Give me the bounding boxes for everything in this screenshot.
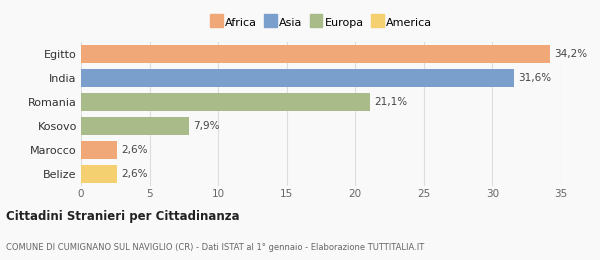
Text: Cittadini Stranieri per Cittadinanza: Cittadini Stranieri per Cittadinanza	[6, 210, 239, 223]
Text: 7,9%: 7,9%	[193, 121, 220, 131]
Text: 21,1%: 21,1%	[374, 97, 407, 107]
Text: COMUNE DI CUMIGNANO SUL NAVIGLIO (CR) - Dati ISTAT al 1° gennaio - Elaborazione : COMUNE DI CUMIGNANO SUL NAVIGLIO (CR) - …	[6, 243, 424, 252]
Text: 34,2%: 34,2%	[554, 49, 587, 58]
Text: 31,6%: 31,6%	[518, 73, 551, 83]
Bar	[81, 69, 514, 87]
Bar	[81, 45, 550, 63]
Text: 2,6%: 2,6%	[121, 145, 147, 155]
Bar	[81, 165, 116, 183]
Text: 2,6%: 2,6%	[121, 169, 147, 179]
Bar	[81, 141, 116, 159]
Bar	[81, 93, 370, 111]
Legend: Africa, Asia, Europa, America: Africa, Asia, Europa, America	[208, 15, 434, 30]
Bar	[81, 117, 190, 135]
